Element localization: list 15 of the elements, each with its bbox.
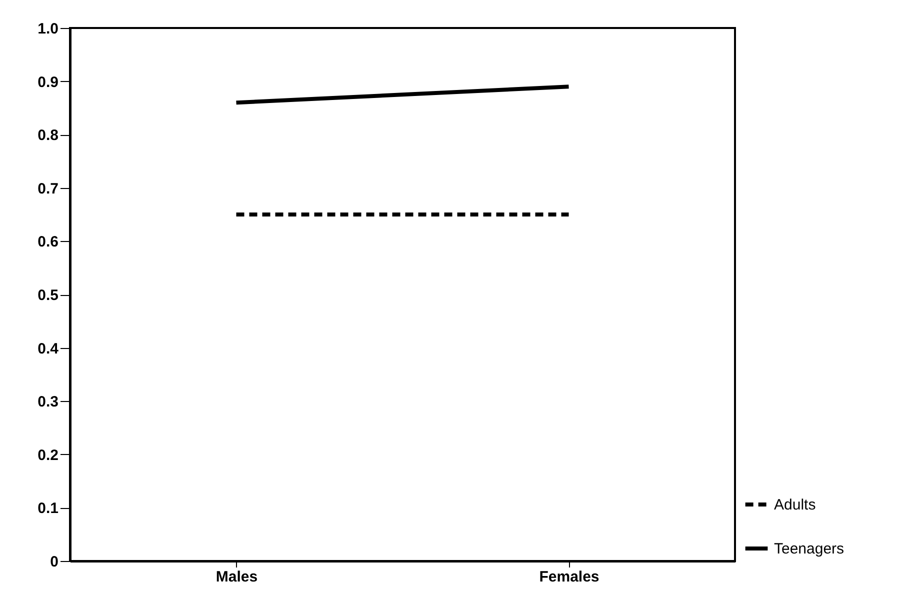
y-tick-label: 0.2: [38, 446, 58, 464]
y-tick-label: 0.1: [38, 500, 58, 518]
y-tick-label: 0.4: [38, 340, 60, 358]
y-tick-label: 0.5: [38, 287, 58, 304]
x-tick-label: Females: [539, 568, 600, 586]
legend-label: Adults: [774, 496, 816, 514]
legend-label: Teenagers: [774, 540, 844, 558]
y-tick-label: 0.8: [38, 127, 58, 144]
y-tick-label: 0: [50, 554, 58, 570]
y-tick-label: 0.9: [38, 74, 58, 91]
y-tick-label: 0.3: [38, 394, 58, 411]
x-tick-label: Males: [216, 568, 258, 586]
y-tick-label: 0.6: [38, 234, 58, 251]
y-tick-label: 1.0: [38, 20, 58, 38]
y-tick-label: 0.7: [38, 180, 58, 198]
